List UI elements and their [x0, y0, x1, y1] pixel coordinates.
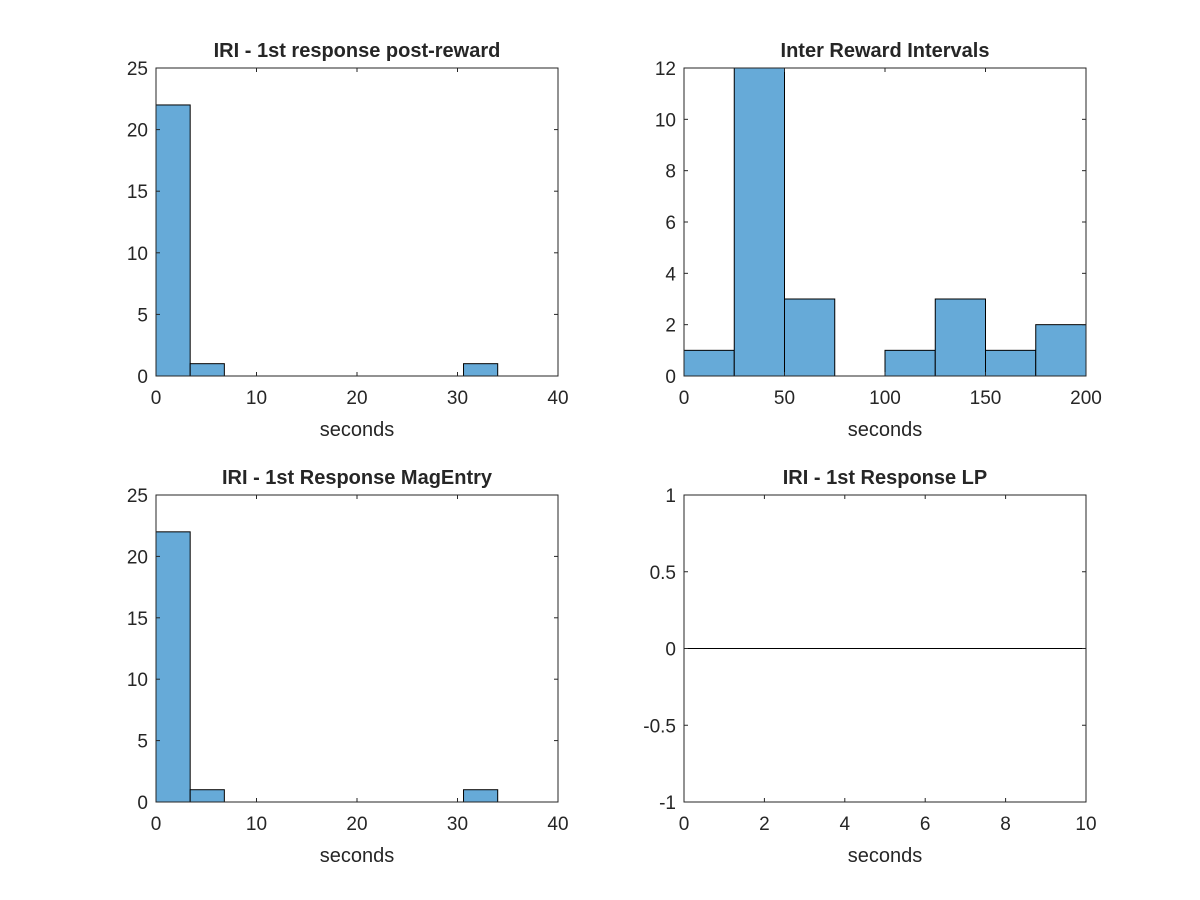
histogram-bar: [985, 349, 1037, 377]
x-tick-label: 30: [447, 388, 468, 409]
plot-area: 0 2 4 6 8 10 -1 -0.5 0 0.5 1: [643, 486, 1096, 835]
x-tick-label: 2: [759, 814, 770, 835]
histogram-bar: [884, 349, 936, 377]
y-tick-label: 15: [127, 609, 148, 630]
histogram-bar: [463, 789, 499, 803]
x-tick-label: 6: [920, 814, 931, 835]
x-tick-label: 20: [346, 814, 367, 835]
axes-frame: [155, 67, 559, 377]
y-tick-label: -0.5: [643, 716, 676, 737]
y-tick-label: 0: [137, 793, 148, 814]
y-tick-label: 0.5: [650, 563, 676, 584]
y-tick-label: 1: [665, 486, 676, 507]
y-tick-label: 15: [127, 182, 148, 203]
x-tick-label: 100: [869, 388, 901, 409]
histogram-bar: [189, 363, 225, 377]
axes-frame: [155, 494, 559, 803]
y-tick-label: -1: [659, 793, 676, 814]
y-tick-label: 5: [137, 732, 148, 753]
y-tick-label: 4: [665, 264, 676, 285]
y-tick-label: 25: [127, 486, 148, 507]
histogram-bar: [463, 363, 499, 377]
y-tick-label: 6: [665, 213, 676, 234]
y-tick-label: 0: [137, 367, 148, 388]
y-tick-label: 0: [665, 640, 676, 661]
histogram-bar: [155, 104, 191, 377]
histogram-bar: [733, 67, 785, 377]
y-tick-label: 8: [665, 162, 676, 183]
y-tick-label: 0: [665, 367, 676, 388]
y-tick-label: 20: [127, 121, 148, 142]
chart-title: IRI - 1st Response LP: [783, 467, 988, 489]
x-tick-label: 4: [840, 814, 851, 835]
y-tick-label: 10: [655, 110, 676, 131]
plot-area: 0 50 100 150 200 0 2 4 6 8 10 12: [655, 59, 1102, 409]
x-axis-label: seconds: [848, 845, 923, 867]
histogram-bar: [1035, 324, 1087, 377]
histogram-bar: [155, 531, 191, 803]
x-tick-label: 0: [151, 814, 162, 835]
y-tick-label: 20: [127, 547, 148, 568]
x-tick-label: 0: [679, 388, 690, 409]
histogram-bar: [189, 789, 225, 803]
x-axis-label: seconds: [320, 845, 395, 867]
chart-title: IRI - 1st Response MagEntry: [222, 467, 493, 489]
y-tick-label: 10: [127, 670, 148, 691]
x-tick-label: 20: [346, 388, 367, 409]
x-tick-label: 10: [1075, 814, 1096, 835]
x-tick-label: 10: [246, 814, 267, 835]
x-tick-label: 40: [547, 388, 568, 409]
subplot-iri-post-reward: 0 10 20 30 40 0 5 10 15 20 25 IRI - 1st response p…: [127, 40, 569, 441]
x-tick-label: 150: [970, 388, 1002, 409]
subplot-inter-reward-intervals: 0 50 100 150 200 0 2 4 6 8 10 12 Inter Reward Inter…: [655, 40, 1102, 441]
plot-area: 0 10 20 30 40 0 5 10 15 20 25: [127, 59, 569, 409]
plot-area: 0 10 20 30 40 0 5 10 15 20 25: [127, 486, 569, 835]
x-tick-label: 40: [547, 814, 568, 835]
x-tick-label: 50: [774, 388, 795, 409]
y-tick-label: 12: [655, 59, 676, 80]
x-tick-label: 200: [1070, 388, 1102, 409]
x-axis-label: seconds: [848, 419, 923, 441]
x-tick-label: 8: [1000, 814, 1011, 835]
chart-title: Inter Reward Intervals: [781, 40, 990, 62]
y-tick-label: 10: [127, 244, 148, 265]
y-tick-label: 2: [665, 316, 676, 337]
x-tick-label: 0: [679, 814, 690, 835]
subplot-iri-magentry: 0 10 20 30 40 0 5 10 15 20 25 IRI - 1st Response M…: [127, 467, 569, 867]
histogram-bar: [683, 349, 735, 377]
histogram-bar: [934, 298, 986, 377]
histogram-bar: [784, 298, 836, 377]
chart-title: IRI - 1st response post-reward: [214, 40, 501, 62]
y-tick-label: 25: [127, 59, 148, 80]
y-tick-label: 5: [137, 305, 148, 326]
x-tick-label: 0: [151, 388, 162, 409]
subplot-iri-lp: 0 2 4 6 8 10 -1 -0.5 0 0.5 1 IRI - 1st Response LP…: [643, 467, 1096, 867]
x-axis-label: seconds: [320, 419, 395, 441]
x-tick-label: 30: [447, 814, 468, 835]
x-tick-label: 10: [246, 388, 267, 409]
